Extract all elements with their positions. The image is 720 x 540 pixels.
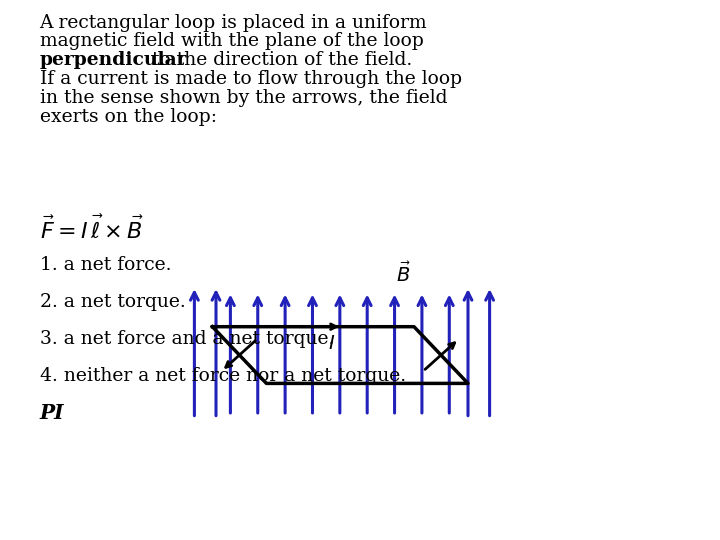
Text: 2. a net torque.: 2. a net torque. <box>40 293 185 311</box>
Text: to the direction of the field.: to the direction of the field. <box>146 51 413 69</box>
Text: $\vec{F} = I\,\vec{\ell} \times \vec{B}$: $\vec{F} = I\,\vec{\ell} \times \vec{B}$ <box>40 216 143 244</box>
Text: perpendicular: perpendicular <box>40 51 187 69</box>
Text: 1. a net force.: 1. a net force. <box>40 256 171 274</box>
Text: exerts on the loop:: exerts on the loop: <box>40 108 217 126</box>
Text: magnetic field with the plane of the loop: magnetic field with the plane of the loo… <box>40 32 423 50</box>
Text: PI: PI <box>40 403 64 423</box>
Text: 4. neither a net force nor a net torque.: 4. neither a net force nor a net torque. <box>40 367 406 384</box>
Text: $\vec{B}$: $\vec{B}$ <box>396 262 411 286</box>
Text: If a current is made to flow through the loop: If a current is made to flow through the… <box>40 70 462 88</box>
Text: in the sense shown by the arrows, the field: in the sense shown by the arrows, the fi… <box>40 89 447 107</box>
Text: A rectangular loop is placed in a uniform: A rectangular loop is placed in a unifor… <box>40 14 427 31</box>
Text: $I$: $I$ <box>328 335 335 353</box>
Text: 3. a net force and a net torque.: 3. a net force and a net torque. <box>40 330 334 348</box>
